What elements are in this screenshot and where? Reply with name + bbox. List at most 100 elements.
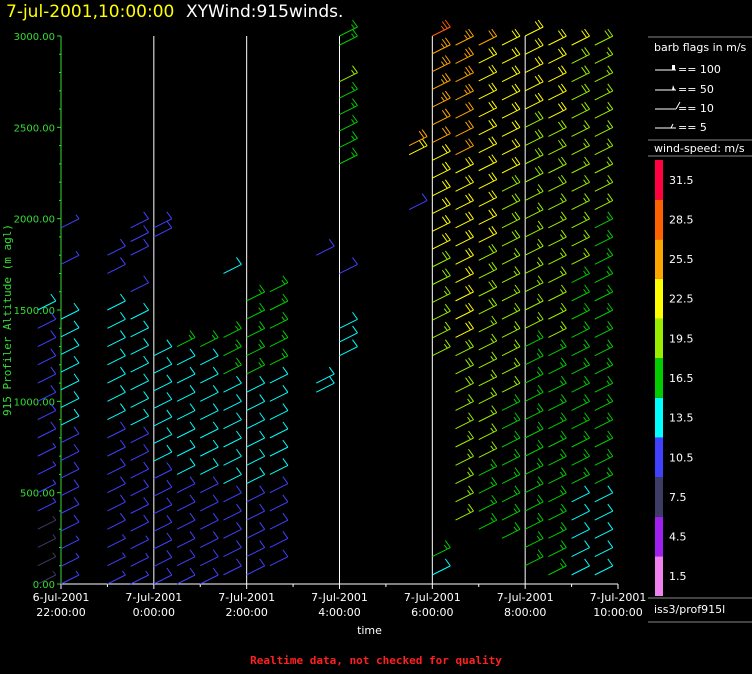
wind-barb-feather <box>584 321 590 329</box>
wind-barb <box>60 503 80 514</box>
wind-barb-feather <box>537 111 544 119</box>
wind-barb-half-feather <box>536 407 541 413</box>
wind-barb-feather <box>488 66 495 74</box>
speed-scale-swatch <box>655 516 663 557</box>
speed-scale-label: 4.5 <box>669 531 687 544</box>
wind-barb <box>478 483 497 494</box>
wind-barb-feather <box>584 229 590 238</box>
wind-barb-feather <box>259 375 266 384</box>
wind-barb-feather <box>514 229 521 238</box>
wind-barb-half-feather <box>513 343 518 349</box>
wind-barb-half-feather <box>583 398 587 404</box>
wind-barb-feather <box>418 139 425 148</box>
wind-barb-feather <box>441 56 448 65</box>
wind-barb-feather <box>444 55 451 63</box>
wind-barb-feather <box>468 83 474 92</box>
wind-barb <box>176 428 196 439</box>
wind-barb-half-feather <box>559 453 564 459</box>
wind-barb-feather <box>166 567 173 576</box>
wind-barb-feather <box>607 503 614 512</box>
wind-barb-feather <box>73 444 80 452</box>
wind-barb <box>455 510 474 521</box>
wind-barb-half-feather <box>467 453 471 459</box>
wind-barb <box>455 236 474 247</box>
wind-barb-half-feather <box>559 526 564 532</box>
speed-scale-swatch <box>655 239 663 279</box>
wind-barb-half-feather <box>606 289 611 294</box>
wind-barb-feather <box>584 120 590 128</box>
wind-barb <box>524 282 544 293</box>
wind-barb-feather <box>166 532 173 541</box>
wind-barb-feather <box>560 47 567 55</box>
x-tick-date: 7-Jul-2001 <box>590 591 647 604</box>
wind-barb-feather <box>236 503 242 512</box>
wind-barb-feather <box>259 522 266 530</box>
wind-barb-half-feather <box>464 53 468 58</box>
wind-barb-half-feather <box>52 552 57 558</box>
wind-barb-feather <box>491 136 498 144</box>
wind-barb-half-feather <box>513 508 518 513</box>
wind-barb <box>501 181 521 192</box>
wind-barb-feather <box>73 391 80 399</box>
wind-barb-feather <box>607 284 614 293</box>
wind-barb-feather <box>465 66 471 75</box>
wind-barb <box>269 373 289 384</box>
wind-barb-half-feather <box>513 380 518 386</box>
wind-barb <box>60 539 80 550</box>
wind-barb <box>455 163 474 174</box>
wind-barb <box>478 465 497 476</box>
wind-barb-feather <box>560 503 567 512</box>
wind-barb <box>501 437 521 448</box>
wind-barb-feather <box>468 174 474 183</box>
wind-barb-feather <box>491 64 498 73</box>
wind-barb-feather <box>511 213 518 221</box>
wind-barb <box>548 565 567 576</box>
wind-barb-half-feather <box>559 544 564 550</box>
wind-barb-half-feather <box>281 352 286 358</box>
wind-barb <box>501 90 521 101</box>
wind-barb <box>176 556 196 567</box>
wind-barb <box>548 492 567 503</box>
wind-barb <box>339 72 358 83</box>
wind-barb <box>455 90 474 101</box>
x-tick-time: 10:00:00 <box>593 606 642 619</box>
wind-barb <box>478 71 497 82</box>
wind-barb <box>269 446 289 457</box>
wind-barb-feather <box>560 321 567 329</box>
wind-barb-feather <box>488 48 495 56</box>
wind-barb-feather <box>491 28 498 37</box>
wind-barb-half-feather <box>536 462 541 468</box>
wind-barb <box>455 72 474 83</box>
wind-barb <box>548 72 567 83</box>
wind-barb <box>200 446 219 457</box>
wind-barb-feather <box>537 129 544 137</box>
wind-barb-feather <box>212 458 219 466</box>
wind-barb-feather <box>584 558 590 567</box>
wind-barb-half-feather <box>513 362 518 367</box>
wind-barb <box>153 504 173 515</box>
wind-barb-half-feather <box>606 416 611 422</box>
wind-barb-feather <box>491 315 498 324</box>
wind-barb-feather <box>511 158 518 166</box>
wind-barb <box>176 574 196 585</box>
wind-barb-feather <box>259 357 266 366</box>
wind-barb-feather <box>468 467 474 475</box>
wind-barb-feather <box>444 197 451 205</box>
wind-barb-half-feather <box>258 289 263 294</box>
speed-scale-swatch <box>655 397 663 438</box>
wind-barb <box>594 510 614 521</box>
wind-barb <box>548 200 567 210</box>
wind-barb-feather <box>120 366 126 375</box>
wind-barb <box>478 89 497 100</box>
wind-barb <box>246 419 265 430</box>
wind-barb-feather <box>166 550 173 558</box>
wind-barb <box>571 510 590 521</box>
wind-barb <box>501 309 521 320</box>
wind-barb <box>478 286 497 297</box>
speed-scale-label: 16.5 <box>669 372 694 385</box>
wind-barb-feather <box>189 458 196 466</box>
x-tick-date: 7-Jul-2001 <box>404 591 461 604</box>
wind-barb <box>571 72 590 83</box>
wind-barb <box>60 397 80 408</box>
wind-barb-half-feather <box>559 289 564 294</box>
